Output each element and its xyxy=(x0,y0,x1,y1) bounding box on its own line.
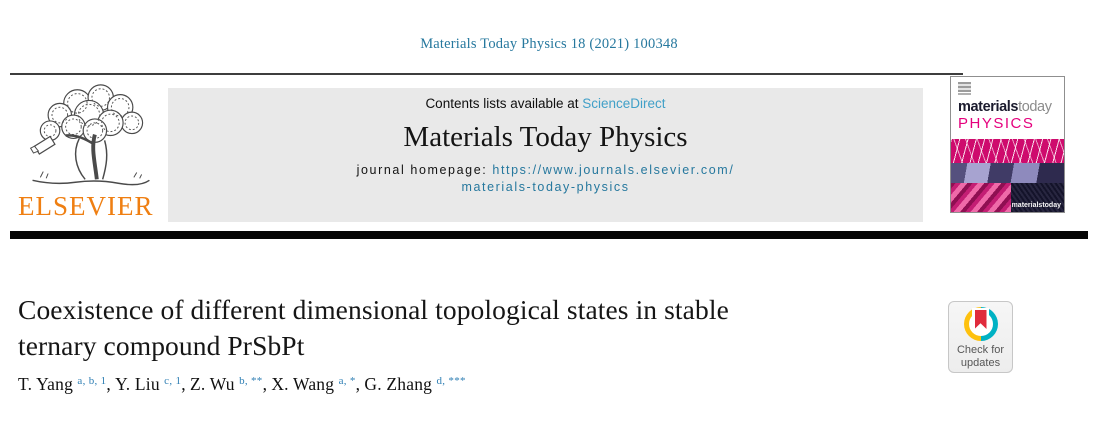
author-affiliation-superscript[interactable]: b, ** xyxy=(239,375,263,387)
author-name: G. Zhang xyxy=(364,374,433,394)
sciencedirect-link[interactable]: ScienceDirect xyxy=(582,96,666,111)
masthead-top-rule xyxy=(10,73,963,75)
homepage-url-line1[interactable]: https://www.journals.elsevier.com/ xyxy=(492,163,735,177)
contents-prefix: Contents lists available at xyxy=(425,96,583,111)
cover-brand-light: today xyxy=(1018,99,1052,115)
elsevier-logo: ELSEVIER xyxy=(16,80,164,222)
crossmark-label: Check for updates xyxy=(949,344,1012,370)
elsevier-wordmark: ELSEVIER xyxy=(18,191,154,221)
author: Z. Wu b, ** xyxy=(190,374,263,394)
journal-cover-thumbnail[interactable]: materialstoday PHYSICS materialstoday xyxy=(950,76,1065,213)
author-list: T. Yang a, b, 1, Y. Liu c, 1, Z. Wu b, *… xyxy=(18,374,466,394)
author-affiliation-superscript[interactable]: c, 1 xyxy=(164,375,182,387)
masthead-bottom-rule xyxy=(10,231,1088,239)
author-name: Z. Wu xyxy=(190,374,235,394)
cover-art-dark-corner xyxy=(1010,183,1064,212)
cover-art-mesh-band xyxy=(951,139,1064,165)
crossmark-label-line1: Check for xyxy=(956,344,1005,356)
author-name: Y. Liu xyxy=(115,374,160,394)
crossmark-icon xyxy=(963,307,998,341)
author-affiliation-superscript[interactable]: a, b, 1 xyxy=(77,375,107,387)
cover-art-crystal-band xyxy=(951,163,1064,185)
author-name: T. Yang xyxy=(18,374,74,394)
article-title: Coexistence of different dimensional top… xyxy=(18,292,918,364)
cover-artwork: materialstoday xyxy=(951,139,1064,212)
article-title-line2: ternary compound PrSbPt xyxy=(18,330,305,361)
materialstoday-mini-logo-icon xyxy=(958,82,971,95)
journal-title: Materials Today Physics xyxy=(403,121,688,153)
journal-citation-link[interactable]: Materials Today Physics 18 (2021) 100348 xyxy=(420,36,678,52)
author: T. Yang a, b, 1 xyxy=(18,374,106,394)
article-title-line1: Coexistence of different dimensional top… xyxy=(18,294,729,325)
author-name: X. Wang xyxy=(271,374,335,394)
author: X. Wang a, * xyxy=(271,374,355,394)
author-affiliation-superscript[interactable]: d, *** xyxy=(436,375,466,387)
cover-art-zigzag xyxy=(951,183,1011,212)
cover-brand: materialstoday xyxy=(958,99,1052,115)
contents-list-line: Contents lists available at ScienceDirec… xyxy=(168,96,923,111)
author: Y. Liu c, 1 xyxy=(115,374,181,394)
elsevier-tree-icon xyxy=(16,80,164,192)
homepage-url-line2[interactable]: materials-today-physics xyxy=(461,180,630,194)
author-affiliation-superscript[interactable]: a, * xyxy=(338,375,356,387)
cover-subtitle: PHYSICS xyxy=(958,115,1035,132)
journal-homepage-line: journal homepage: https://www.journals.e… xyxy=(168,162,923,196)
cover-brand-bold: materials xyxy=(958,99,1019,115)
cover-footer-brand: materialstoday xyxy=(1011,202,1061,209)
homepage-label: journal homepage: xyxy=(356,163,493,177)
author: G. Zhang d, *** xyxy=(364,374,465,394)
check-for-updates-badge[interactable]: Check for updates xyxy=(948,301,1013,373)
journal-masthead-banner: Contents lists available at ScienceDirec… xyxy=(168,88,923,222)
crossmark-label-line2: updates xyxy=(960,357,1001,369)
